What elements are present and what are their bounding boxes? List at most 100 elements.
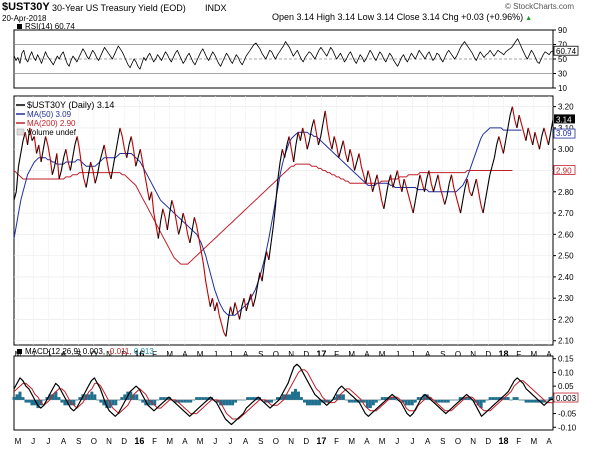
macd-x-tick-label: J (213, 437, 217, 446)
macd-histogram-bar (305, 399, 309, 406)
price-x-tick-label: A (364, 350, 370, 359)
price-segment (308, 127, 313, 141)
price-segment (417, 174, 421, 188)
macd-histogram-bar (189, 399, 193, 403)
price-segment (444, 195, 448, 205)
price-segment (421, 183, 425, 192)
price-segment (351, 157, 356, 171)
legend-label: MA(50) 3.09 (27, 110, 72, 119)
macd-histogram-bar (282, 394, 285, 400)
macd-x-tick-label: A (425, 437, 431, 446)
macd-x-tick-label: N (106, 437, 112, 446)
price-segment (478, 191, 482, 205)
macd-x-tick-label: 18 (498, 436, 508, 446)
ma50-line (13, 127, 522, 316)
price-segment (412, 200, 416, 214)
price-x-tick-label: J (395, 350, 399, 359)
price-segment (331, 136, 335, 150)
price-segment (446, 183, 450, 197)
price-segment (236, 310, 241, 320)
price-segment (207, 293, 211, 307)
macd-histogram-bar (476, 399, 480, 406)
price-tick-label: 3.10 (558, 124, 574, 133)
price-segment (266, 251, 270, 261)
macd-panel-frame (13, 355, 554, 431)
price-segment (399, 183, 403, 192)
macd-x-tick-label: A (546, 437, 552, 446)
price-segment (333, 136, 338, 146)
price-panel-frame (13, 95, 554, 346)
macd-x-tick-label: F (152, 437, 157, 446)
macd-histogram-bar (482, 399, 486, 403)
price-segment (36, 144, 40, 154)
price-segment (516, 115, 520, 129)
price-segment (49, 157, 53, 175)
price-segment (238, 306, 243, 320)
macd-histogram-bar (78, 397, 82, 400)
price-x-tick-label: F (516, 350, 521, 359)
rsi-panel-title: RSI(14) 60.74 (25, 22, 75, 31)
price-segment (367, 170, 371, 180)
copyright-text: © StockCharts.com (505, 2, 575, 11)
macd-x-tick-label: F (334, 437, 339, 446)
macd-histogram-bar (90, 391, 94, 400)
price-x-tick-label: M (379, 350, 386, 359)
price-segment (286, 136, 290, 146)
macd-histogram-bar (461, 397, 465, 400)
price-segment (523, 132, 527, 141)
price-segment (423, 178, 428, 192)
macd-panel-title: MACD(12,26,9) 0.003, -0.011, 0.013 (25, 347, 154, 356)
price-x-tick-label: S (258, 350, 263, 359)
macd-histogram-bar (533, 399, 537, 403)
macd-histogram-bar (299, 397, 303, 400)
price-segment (498, 136, 502, 146)
price-segment (335, 144, 340, 158)
macd-x-tick-label: S (258, 437, 263, 446)
macd-title-part: -0.011, (107, 347, 134, 356)
symbol-title: $UST30Y (2, 1, 50, 13)
macd-histogram-bar (42, 399, 46, 401)
price-segment (376, 174, 380, 188)
price-segment (342, 140, 347, 154)
macd-x-tick-label: J (410, 437, 414, 446)
price-segment (117, 127, 121, 141)
macd-histogram-bar (467, 397, 471, 400)
price-segment (326, 127, 331, 141)
macd-histogram-bar (437, 399, 441, 403)
macd-histogram-bar (123, 394, 127, 400)
macd-value-tag (553, 392, 579, 403)
price-segment (390, 174, 394, 188)
macd-histogram-bar (473, 399, 477, 403)
price-segment (29, 127, 33, 141)
macd-histogram-bar (228, 399, 232, 406)
price-x-tick-label: 18 (498, 349, 508, 359)
macd-histogram-bar (141, 399, 145, 403)
price-segment (45, 136, 49, 146)
price-segment (234, 302, 238, 312)
price-segment (293, 144, 297, 163)
macd-histogram-bar (377, 399, 381, 401)
macd-histogram-bar (75, 399, 79, 401)
macd-histogram-bar (246, 397, 250, 400)
macd-x-tick-label: N (288, 437, 294, 446)
price-segment (482, 200, 486, 214)
macd-histogram-bar (308, 399, 312, 406)
price-x-tick-label: J (31, 350, 35, 359)
price-segment (313, 119, 317, 133)
price-x-tick-label: N (470, 350, 476, 359)
price-segment (187, 234, 191, 243)
macd-histogram-bar (371, 399, 375, 406)
macd-histogram-bar (323, 399, 327, 403)
price-segment (545, 136, 550, 146)
macd-histogram-bar (195, 397, 199, 400)
macd-histogram-bar (410, 399, 414, 406)
macd-histogram-bar (347, 399, 351, 403)
macd-histogram-bar (338, 394, 342, 400)
price-x-tick-label: N (288, 350, 294, 359)
price-segment (216, 302, 220, 316)
macd-histogram-bar (515, 397, 519, 400)
price-x-tick-label: O (91, 350, 97, 359)
rsi-tick-label: 10 (558, 84, 567, 93)
macd-histogram-bar (192, 399, 196, 401)
macd-histogram-bar (96, 399, 100, 401)
